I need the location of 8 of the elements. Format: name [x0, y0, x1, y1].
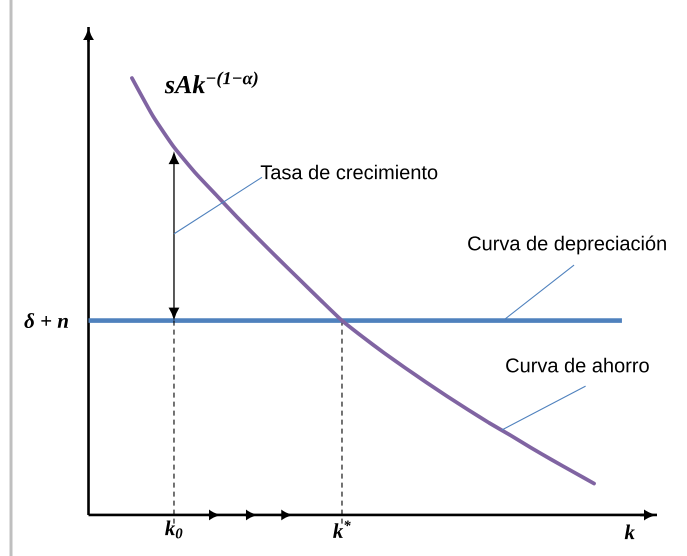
annotation: Tasa de crecimiento	[260, 164, 438, 180]
series-label: sAk$^{−(1−α)}$	[164, 72, 258, 94]
x-tick-label: k$^{*}$	[333, 520, 351, 538]
annotation: Curva de ahorro	[506, 358, 649, 372]
x-tick-label: k$_{0}$	[165, 520, 182, 538]
annotation: Curva de depreciación	[468, 236, 666, 254]
ref-line-label: δ + n	[24, 313, 68, 328]
x-axis-title: k	[624, 524, 635, 540]
